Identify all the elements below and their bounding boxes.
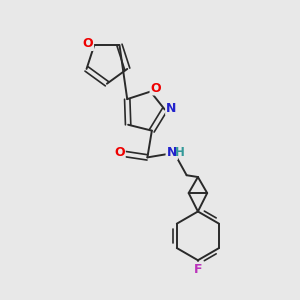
Text: F: F — [194, 263, 202, 276]
Text: N: N — [167, 146, 177, 159]
Text: O: O — [82, 37, 93, 50]
Text: H: H — [175, 146, 185, 159]
Text: N: N — [166, 102, 176, 115]
Text: O: O — [114, 146, 125, 159]
Text: O: O — [151, 82, 161, 94]
